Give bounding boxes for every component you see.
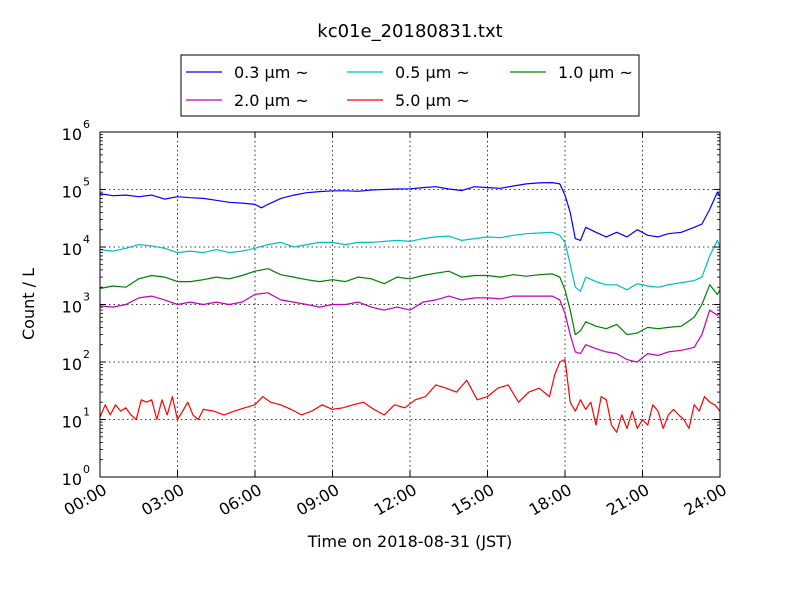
series-line bbox=[99, 359, 721, 433]
y-tick-exponent: 4 bbox=[83, 233, 90, 246]
y-tick-label: 102 bbox=[62, 348, 90, 374]
y-tick-base: 10 bbox=[62, 125, 82, 144]
series-lines bbox=[99, 182, 721, 433]
legend: 0.3 μm ~ 0.5 μm ~ 1.0 μm ~ 2.0 μm ~ 5.0 μm ~ bbox=[180, 54, 640, 117]
x-axis-label: Time on 2018-08-31 (JST) bbox=[307, 532, 512, 551]
legend-label: 2.0 μm ~ bbox=[234, 91, 309, 110]
legend-box bbox=[180, 54, 640, 117]
legend-label: 5.0 μm ~ bbox=[395, 91, 470, 110]
y-tick-base: 10 bbox=[62, 240, 82, 259]
y-tick-exponent: 6 bbox=[83, 118, 90, 131]
y-tick-exponent: 5 bbox=[83, 176, 90, 189]
y-tick-label: 104 bbox=[62, 233, 90, 259]
y-tick-base: 10 bbox=[62, 183, 82, 202]
y-tick-label: 103 bbox=[62, 291, 90, 317]
legend-entry: 0.5 μm ~ bbox=[347, 63, 470, 82]
legend-entry: 0.3 μm ~ bbox=[186, 63, 309, 82]
y-tick-label: 106 bbox=[62, 118, 90, 144]
legend-entry: 2.0 μm ~ bbox=[186, 91, 309, 110]
series-line bbox=[99, 182, 721, 241]
legend-entry: 1.0 μm ~ bbox=[510, 63, 633, 82]
y-tick-base: 10 bbox=[62, 355, 82, 374]
y-tick-exponent: 0 bbox=[83, 463, 90, 476]
series-line bbox=[99, 231, 721, 292]
series-line bbox=[99, 292, 721, 363]
y-tick-exponent: 1 bbox=[83, 406, 90, 419]
legend-label: 0.3 μm ~ bbox=[234, 63, 309, 82]
y-tick-base: 10 bbox=[62, 298, 82, 317]
legend-label: 0.5 μm ~ bbox=[395, 63, 470, 82]
y-tick-exponent: 3 bbox=[83, 291, 90, 304]
y-tick-label: 101 bbox=[62, 406, 90, 432]
axis-ticks bbox=[99, 131, 721, 478]
y-axis-label: Count / L bbox=[19, 268, 38, 340]
y-tick-label: 100 bbox=[62, 463, 90, 489]
chart-title: kc01e_20180831.txt bbox=[317, 21, 502, 42]
legend-entry: 5.0 μm ~ bbox=[347, 91, 470, 110]
series-line bbox=[99, 268, 721, 336]
y-tick-exponent: 2 bbox=[83, 348, 90, 361]
y-tick-base: 10 bbox=[62, 470, 82, 489]
y-tick-label: 105 bbox=[62, 176, 90, 202]
y-tick-base: 10 bbox=[62, 413, 82, 432]
legend-label: 1.0 μm ~ bbox=[558, 63, 633, 82]
